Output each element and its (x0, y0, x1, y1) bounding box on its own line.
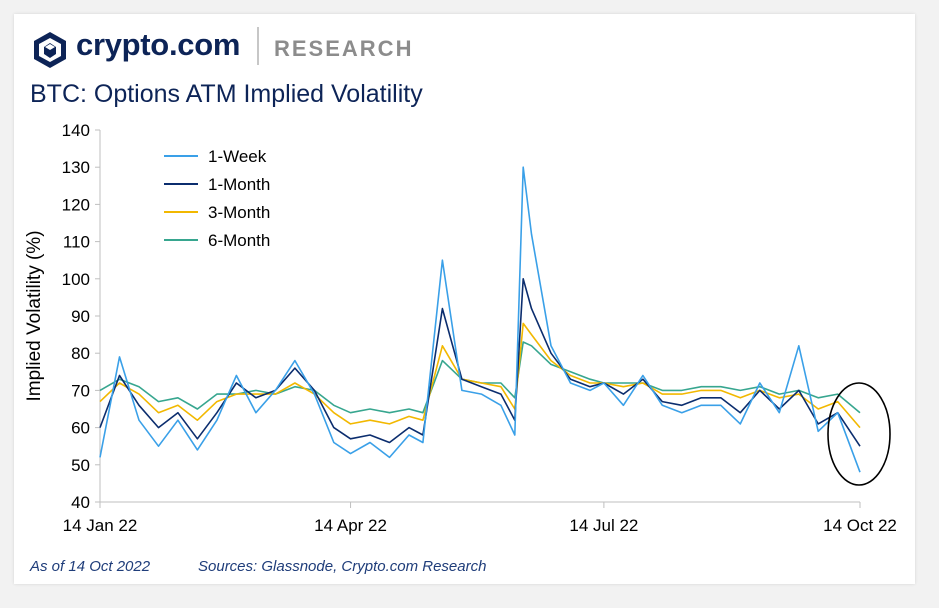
crypto-com-logo-icon (34, 32, 66, 68)
legend-label: 3-Month (208, 203, 270, 222)
y-tick-label: 50 (71, 456, 90, 475)
y-tick-label: 130 (62, 158, 90, 177)
series-line-3-month (99, 322, 861, 429)
x-tick-label: 14 Jul 22 (569, 516, 638, 535)
chart-title: BTC: Options ATM Implied Volatility (30, 80, 423, 108)
x-axis: 14 Jan 22 14 Apr 22 14 Jul 22 14 Oct 22 (63, 501, 897, 535)
series-line-6-month (99, 341, 861, 414)
brand-divider (257, 27, 259, 65)
legend: 1-Week 1-Month 3-Month 6-Month (164, 147, 270, 250)
legend-label: 1-Week (208, 147, 267, 166)
highlight-ellipse (827, 382, 891, 486)
y-axis: 40 50 60 70 80 90 100 110 120 130 140 (62, 121, 101, 512)
x-tick-label: 14 Oct 22 (823, 516, 897, 535)
sources-note: Sources: Glassnode, Crypto.com Research (198, 558, 487, 575)
y-tick-label: 140 (62, 121, 90, 140)
x-tick-label: 14 Jan 22 (63, 516, 138, 535)
y-tick-label: 90 (71, 307, 90, 326)
y-axis-label: Implied Volatility (%) (24, 230, 45, 401)
y-tick-label: 40 (71, 493, 90, 512)
as-of-date: As of 14 Oct 2022 (30, 558, 151, 575)
legend-label: 6-Month (208, 231, 270, 250)
brand-subtitle: RESEARCH (274, 36, 414, 61)
y-tick-label: 80 (71, 344, 90, 363)
y-tick-label: 100 (62, 270, 90, 289)
y-tick-label: 110 (63, 233, 90, 252)
series-lines (99, 166, 861, 473)
legend-label: 1-Month (208, 175, 270, 194)
y-tick-label: 60 (71, 419, 90, 438)
y-tick-label: 70 (71, 381, 90, 400)
series-line-1-month (99, 277, 861, 447)
brand-name: crypto.com (76, 27, 241, 62)
y-tick-label: 120 (62, 195, 90, 214)
x-tick-label: 14 Apr 22 (314, 516, 387, 535)
chart-card: crypto.com RESEARCH BTC: Options ATM Imp… (14, 14, 915, 584)
series-line-1-week (99, 166, 861, 473)
